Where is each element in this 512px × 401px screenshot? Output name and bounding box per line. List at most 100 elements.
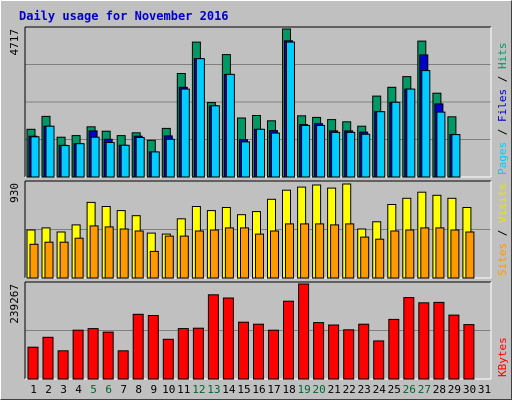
bar-kbytes-day-3 (57, 350, 69, 380)
panel-hits-files-pages: 4717 Pages / Files / Hits (8, 26, 509, 178)
bar-pages-day-27 (421, 70, 431, 178)
bar-sites-day-5 (89, 225, 99, 279)
day-label-10: 10 (162, 383, 175, 396)
day-label-11: 11 (177, 383, 190, 396)
bar-sites-day-23 (360, 236, 370, 279)
day-label-22: 22 (343, 383, 356, 396)
bar-sites-day-29 (450, 229, 460, 279)
day-label-28: 28 (433, 383, 446, 396)
bar-sites-day-9 (149, 250, 159, 279)
series-label: KBytes (496, 337, 509, 377)
series-label: / (496, 122, 509, 142)
bar-kbytes-day-21 (328, 324, 340, 380)
bar-pages-day-6 (105, 142, 115, 178)
bar-kbytes-day-4 (72, 329, 84, 380)
max-label-hits-files-pages: 4717 (8, 29, 21, 56)
bar-pages-day-24 (376, 111, 386, 178)
bar-kbytes-day-16 (253, 323, 264, 380)
bar-kbytes-day-29 (448, 314, 460, 380)
bar-kbytes-day-11 (177, 328, 189, 380)
bar-pages-day-10 (165, 138, 175, 178)
bar-sites-day-3 (59, 241, 69, 279)
day-label-8: 8 (135, 383, 142, 396)
bar-kbytes-day-13 (207, 294, 219, 380)
day-label-24: 24 (373, 383, 387, 396)
series-label: Files (496, 89, 509, 122)
bar-pages-day-23 (361, 133, 371, 178)
bar-kbytes-day-8 (132, 313, 144, 380)
series-label: Pages (496, 142, 509, 175)
series-labels-visits-sites: Sites / Visits (496, 183, 509, 276)
panel-kbytes: 239267 KBytes (8, 281, 509, 380)
bar-kbytes-day-17 (268, 329, 279, 380)
bar-pages-day-25 (391, 101, 401, 178)
bar-sites-day-30 (465, 231, 475, 279)
bar-kbytes-day-22 (343, 329, 355, 380)
day-label-31: 31 (478, 383, 491, 396)
bar-sites-day-10 (164, 235, 174, 279)
bar-pages-day-4 (75, 143, 85, 178)
day-label-30: 30 (463, 383, 476, 396)
bar-sites-day-8 (134, 230, 144, 279)
day-label-27: 27 (418, 383, 431, 396)
bar-pages-day-11 (180, 88, 190, 178)
bar-kbytes-day-25 (388, 318, 400, 380)
bar-sites-day-27 (420, 227, 430, 279)
series-labels-kbytes: KBytes (496, 337, 509, 377)
bar-kbytes-day-1 (27, 346, 39, 380)
panel-visits-sites: 930 Sites / Visits (8, 180, 509, 279)
bar-sites-day-14 (224, 227, 234, 279)
day-label-4: 4 (75, 383, 82, 396)
bar-pages-day-17 (271, 132, 280, 178)
bar-pages-day-18 (286, 41, 295, 178)
bar-pages-day-2 (45, 125, 55, 178)
bar-sites-day-18 (285, 223, 294, 279)
bar-sites-day-1 (29, 243, 39, 279)
bar-pages-day-9 (150, 151, 160, 178)
bar-sites-day-6 (104, 226, 114, 279)
bar-sites-day-20 (315, 223, 325, 279)
bar-pages-day-29 (451, 134, 461, 178)
max-label-visits-sites: 930 (8, 183, 21, 203)
day-label-21: 21 (328, 383, 341, 396)
bar-sites-day-26 (405, 229, 415, 279)
bar-kbytes-day-18 (283, 300, 294, 380)
day-label-13: 13 (207, 383, 220, 396)
day-label-9: 9 (150, 383, 157, 396)
bar-pages-day-26 (406, 88, 416, 178)
bar-pages-day-19 (301, 125, 311, 178)
day-label-7: 7 (120, 383, 127, 396)
day-label-12: 12 (192, 383, 205, 396)
day-label-18: 18 (282, 383, 295, 396)
bar-kbytes-day-2 (42, 336, 54, 380)
bar-pages-day-3 (60, 145, 70, 178)
day-label-14: 14 (222, 383, 236, 396)
bar-sites-day-21 (330, 224, 340, 279)
bar-pages-day-7 (120, 144, 130, 178)
bar-kbytes-day-27 (418, 302, 430, 380)
day-label-23: 23 (358, 383, 371, 396)
day-axis: 1 2 3 4 5 6 7 8 9 10 11 12 13 14 15 16 17 18 19 20 21 22 23 24 2… (30, 383, 491, 396)
bar-kbytes-day-12 (192, 327, 204, 380)
bar-pages-day-12 (195, 58, 205, 178)
day-label-1: 1 (30, 383, 37, 396)
series-label: / (496, 69, 509, 89)
day-label-2: 2 (45, 383, 52, 396)
bar-kbytes-day-14 (222, 297, 234, 380)
bar-kbytes-day-15 (238, 321, 249, 380)
chart-title: Daily usage for November 2016 (19, 9, 229, 23)
bar-kbytes-day-28 (433, 301, 445, 380)
bar-sites-day-22 (345, 223, 355, 279)
bar-pages-day-8 (135, 137, 145, 178)
day-label-17: 17 (267, 383, 280, 396)
bar-kbytes-day-5 (87, 328, 99, 380)
bar-kbytes-day-30 (463, 324, 475, 380)
bar-pages-day-21 (331, 131, 341, 178)
bar-sites-day-12 (194, 230, 204, 279)
bar-sites-day-24 (375, 238, 385, 279)
bar-kbytes-day-9 (147, 315, 159, 380)
bar-pages-day-20 (316, 125, 326, 178)
bar-kbytes-day-20 (313, 322, 325, 380)
max-label-kbytes: 239267 (8, 284, 21, 324)
